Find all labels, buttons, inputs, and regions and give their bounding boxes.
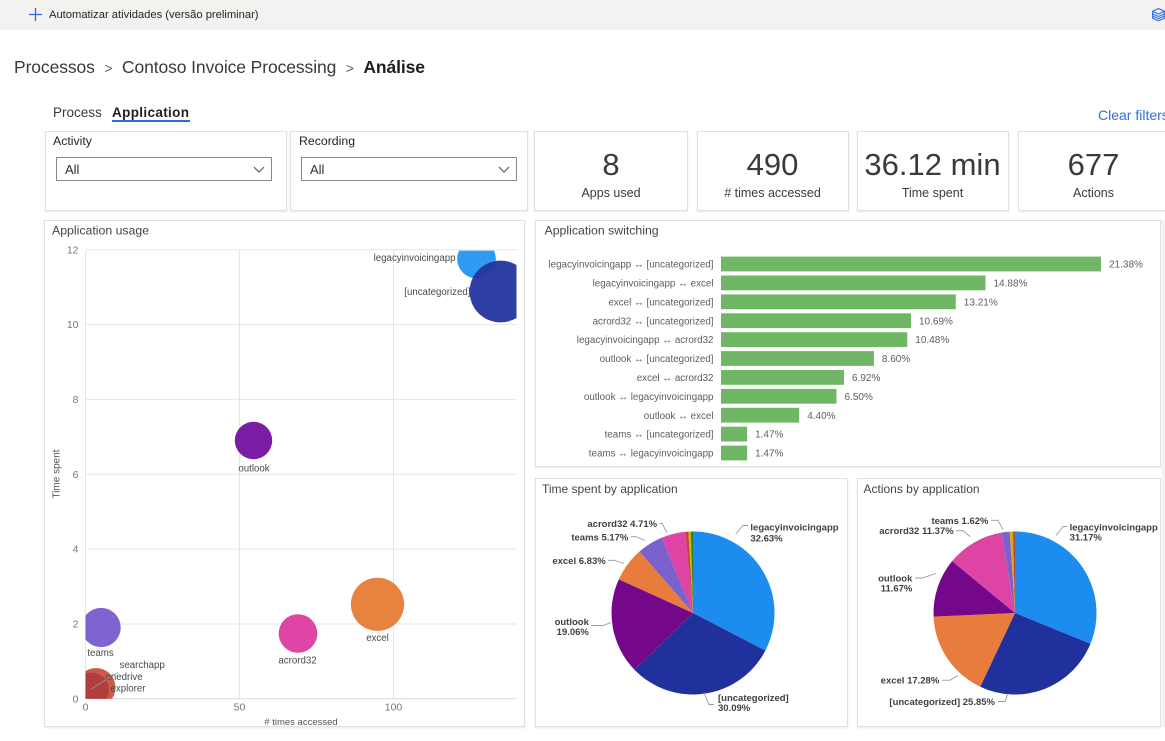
svg-text:6.92%: 6.92% [852,373,880,384]
svg-text:Time spent: Time spent [51,449,62,498]
svg-text:6.50%: 6.50% [844,391,872,402]
svg-text:100: 100 [384,701,402,713]
svg-text:outlook ↔ excel: outlook ↔ excel [643,410,713,421]
svg-text:acrord32 11.37%: acrord32 11.37% [879,526,954,537]
svg-text:searchapp: searchapp [119,660,164,671]
svg-text:[uncategorized] 25.85%: [uncategorized] 25.85% [889,697,995,708]
svg-text:50: 50 [233,701,245,713]
svg-text:legacyinvoicingapp ↔ acrord32: legacyinvoicingapp ↔ acrord32 [576,335,713,346]
svg-text:legacyinvoicingapp: legacyinvoicingapp [750,522,838,533]
svg-text:1.47%: 1.47% [755,429,783,440]
svg-text:30.09%: 30.09% [718,703,751,714]
svg-text:legacyinvoicingapp: legacyinvoicingapp [1070,522,1158,533]
svg-text:Application usage: Application usage [52,223,149,237]
svg-text:outlook: outlook [238,463,269,474]
svg-text:acrord32 ↔ [uncategorized]: acrord32 ↔ [uncategorized] [592,316,713,327]
svg-text:outlook: outlook [878,574,913,585]
svg-text:Time spent by application: Time spent by application [542,482,678,496]
svg-text:teams ↔ [uncategorized]: teams ↔ [uncategorized] [604,429,713,440]
svg-text:31.17%: 31.17% [1070,533,1103,544]
svg-text:11.67%: 11.67% [881,584,913,595]
svg-text:explorer: explorer [110,683,146,694]
svg-text:teams 1.62%: teams 1.62% [931,516,989,527]
svg-text:4: 4 [72,543,78,555]
svg-text:excel ↔ [uncategorized]: excel ↔ [uncategorized] [608,297,713,308]
svg-text:19.06%: 19.06% [557,627,590,638]
svg-text:teams ↔ legacyinvoicingapp: teams ↔ legacyinvoicingapp [588,448,713,459]
svg-text:outlook ↔ legacyinvoicingapp: outlook ↔ legacyinvoicingapp [583,391,713,402]
svg-text:legacyinvoicingapp ↔ excel: legacyinvoicingapp ↔ excel [592,278,713,289]
svg-text:# times accessed: # times accessed [264,717,337,727]
svg-text:10.48%: 10.48% [915,335,949,346]
svg-text:21.38%: 21.38% [1109,259,1143,270]
svg-text:10.69%: 10.69% [919,316,953,327]
svg-text:excel ↔ acrord32: excel ↔ acrord32 [636,373,713,384]
svg-text:excel 17.28%: excel 17.28% [881,676,940,687]
svg-text:acrord32 4.71%: acrord32 4.71% [587,519,657,530]
svg-text:legacyinvoicingapp: legacyinvoicingapp [373,253,455,264]
svg-text:13.21%: 13.21% [963,297,997,308]
svg-text:Actions by application: Actions by application [864,482,980,496]
svg-text:0: 0 [82,701,88,713]
svg-text:8: 8 [72,393,78,405]
svg-text:4.40%: 4.40% [807,410,835,421]
svg-text:excel 6.83%: excel 6.83% [552,556,606,567]
svg-text:8.60%: 8.60% [881,354,909,365]
svg-text:0: 0 [72,693,78,705]
svg-text:[uncategorized]: [uncategorized] [718,693,789,704]
svg-text:acrord32: acrord32 [278,655,316,666]
svg-text:6: 6 [72,468,78,480]
svg-text:2: 2 [72,618,78,630]
svg-text:1.47%: 1.47% [755,448,783,459]
svg-text:14.88%: 14.88% [993,278,1027,289]
svg-text:onedrive: onedrive [105,672,142,683]
svg-text:legacyinvoicingapp ↔ [uncatego: legacyinvoicingapp ↔ [uncategorized] [548,259,713,270]
svg-text:excel: excel [366,633,389,644]
svg-text:teams: teams [87,648,114,659]
svg-text:outlook ↔ [uncategorized]: outlook ↔ [uncategorized] [599,354,713,365]
svg-text:[uncategorized]: [uncategorized] [404,287,470,298]
svg-text:Application switching: Application switching [544,223,658,237]
svg-text:teams 5.17%: teams 5.17% [571,533,629,544]
svg-text:12: 12 [66,244,78,256]
svg-text:outlook: outlook [555,617,590,628]
svg-text:32.63%: 32.63% [750,534,783,545]
svg-text:10: 10 [66,319,78,331]
